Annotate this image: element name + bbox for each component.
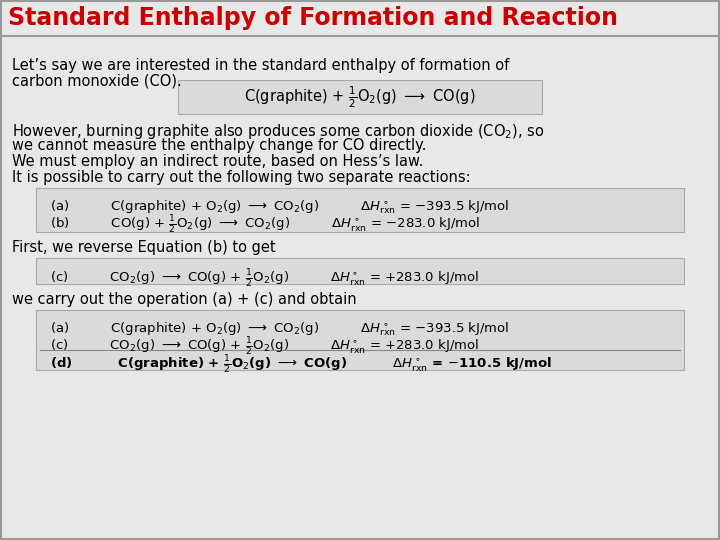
Text: (a)          C(graphite) + O$_2$(g) $\longrightarrow$ CO$_2$(g)          $\Delta: (a) C(graphite) + O$_2$(g) $\longrightar… [50,321,510,339]
Text: carbon monoxide (CO).: carbon monoxide (CO). [12,74,181,89]
Text: we carry out the operation (a) + (c) and obtain: we carry out the operation (a) + (c) and… [12,292,356,307]
FancyBboxPatch shape [178,80,542,114]
FancyBboxPatch shape [36,188,684,232]
Text: (c)          CO$_2$(g) $\longrightarrow$ CO(g) + $\frac{1}{2}$O$_2$(g)          : (c) CO$_2$(g) $\longrightarrow$ CO(g) + … [50,336,480,358]
Text: we cannot measure the enthalpy change for CO directly.: we cannot measure the enthalpy change fo… [12,138,426,153]
Text: C(graphite) + $\frac{1}{2}$O$_2$(g) $\longrightarrow$ CO(g): C(graphite) + $\frac{1}{2}$O$_2$(g) $\lo… [244,84,476,110]
FancyBboxPatch shape [0,0,720,36]
Text: Standard Enthalpy of Formation and Reaction: Standard Enthalpy of Formation and React… [8,6,618,30]
Text: (c)          CO$_2$(g) $\longrightarrow$ CO(g) + $\frac{1}{2}$O$_2$(g)          : (c) CO$_2$(g) $\longrightarrow$ CO(g) + … [50,268,480,290]
Text: However, burning graphite also produces some carbon dioxide (CO$_2$), so: However, burning graphite also produces … [12,122,544,141]
FancyBboxPatch shape [36,310,684,370]
FancyBboxPatch shape [36,258,684,284]
Text: It is possible to carry out the following two separate reactions:: It is possible to carry out the followin… [12,170,471,185]
Text: Let’s say we are interested in the standard enthalpy of formation of: Let’s say we are interested in the stand… [12,58,509,73]
Text: First, we reverse Equation (b) to get: First, we reverse Equation (b) to get [12,240,276,255]
Text: (b)          CO(g) + $\frac{1}{2}$O$_2$(g) $\longrightarrow$ CO$_2$(g)          : (b) CO(g) + $\frac{1}{2}$O$_2$(g) $\long… [50,214,480,236]
Text: (a)          C(graphite) + O$_2$(g) $\longrightarrow$ CO$_2$(g)          $\Delta: (a) C(graphite) + O$_2$(g) $\longrightar… [50,199,510,217]
Text: We must employ an indirect route, based on Hess’s law.: We must employ an indirect route, based … [12,154,423,169]
Text: (d)          C(graphite) + $\frac{1}{2}$O$_2$(g) $\longrightarrow$ CO(g)        : (d) C(graphite) + $\frac{1}{2}$O$_2$(g) … [50,354,552,376]
